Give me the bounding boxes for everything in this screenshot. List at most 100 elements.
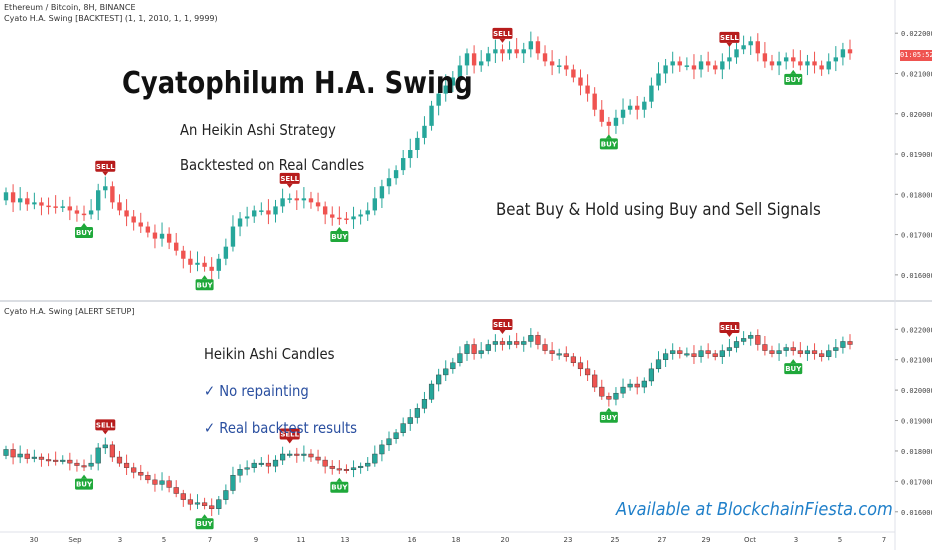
- candle-body: [599, 109, 604, 122]
- candle-body: [528, 41, 534, 50]
- candle-body: [259, 210, 264, 212]
- overlay-title: Cyatophilum H.A. Swing: [122, 66, 473, 101]
- candle-body: [287, 198, 292, 200]
- candle-body: [209, 505, 215, 509]
- backtest-indicator-label[interactable]: Cyato H.A. Swing [BACKTEST] (1, 1, 2010,…: [4, 14, 218, 23]
- buy-signal-pointer: [81, 222, 88, 227]
- candle-body: [507, 49, 512, 54]
- candle-body: [131, 216, 136, 223]
- sell-signal-label: SELL: [280, 431, 299, 439]
- candle-body: [152, 232, 158, 239]
- candle-body: [819, 353, 825, 357]
- candle-body: [3, 192, 9, 201]
- x-tick-label: 3: [794, 536, 798, 544]
- candle-body: [372, 198, 378, 211]
- candle-body: [88, 210, 94, 215]
- y-tick-label-bottom: 0.017000: [901, 478, 932, 486]
- candle-body: [53, 206, 58, 208]
- candle-body: [833, 57, 839, 62]
- buy-signal-pointer: [81, 474, 88, 479]
- candle-body: [322, 459, 328, 467]
- candle-body: [549, 350, 555, 354]
- candle-body: [606, 396, 612, 400]
- candle-body: [422, 125, 427, 138]
- candle-body: [727, 57, 732, 62]
- candle-body: [471, 53, 477, 66]
- x-tick-label: 20: [501, 536, 510, 544]
- candle-body: [698, 350, 704, 357]
- candle-body: [237, 218, 243, 227]
- sell-signal-pointer: [499, 38, 506, 43]
- candle-body: [457, 65, 463, 78]
- candle-body: [116, 456, 123, 464]
- x-tick-label: 18: [452, 536, 461, 544]
- candle-body: [45, 459, 52, 462]
- candle-body: [634, 383, 640, 388]
- candle-body: [407, 417, 413, 424]
- candle-body: [627, 383, 633, 388]
- candle-body: [748, 41, 753, 46]
- candle-body: [400, 158, 406, 171]
- candle-body: [294, 198, 299, 201]
- x-tick-label: 3: [118, 536, 122, 544]
- candle-body: [713, 65, 718, 70]
- candle-body: [60, 459, 66, 462]
- candle-body: [500, 49, 505, 54]
- candle-body: [31, 456, 37, 459]
- symbol-title: Ethereum / Bitcoin, 8H, BINANCE: [4, 3, 136, 12]
- buy-signal-label: BUY: [197, 520, 214, 528]
- candle-body: [209, 266, 214, 271]
- candle-body: [762, 53, 768, 62]
- sell-signal-pointer: [726, 333, 733, 338]
- buy-signal-pointer: [605, 407, 612, 412]
- candle-body: [386, 438, 392, 446]
- sell-signal-label: SELL: [720, 34, 739, 42]
- sell-signal-badge: [719, 322, 740, 334]
- candle-body: [535, 335, 541, 345]
- sell-signal-badge: [279, 172, 300, 184]
- candle-body: [564, 65, 569, 70]
- candle-body: [584, 368, 591, 376]
- candle-body: [811, 350, 818, 354]
- candle-body: [755, 335, 761, 345]
- candle-body: [308, 198, 314, 203]
- candle-body: [223, 246, 229, 259]
- candle-body: [74, 210, 80, 214]
- candle-body: [152, 479, 158, 485]
- candle-body: [337, 217, 342, 220]
- candle-body: [301, 453, 307, 456]
- candle-body: [174, 242, 179, 251]
- candle-body: [733, 341, 740, 348]
- candle-body: [741, 45, 746, 50]
- buy-signal-pointer: [605, 134, 612, 139]
- sell-signal-badge: [95, 419, 116, 431]
- buy-signal-badge: [75, 478, 94, 490]
- candle-body: [464, 344, 470, 354]
- candle-body: [294, 453, 300, 456]
- buy-signal-label: BUY: [76, 481, 93, 489]
- alert-indicator-label[interactable]: Cyato H.A. Swing [ALERT SETUP]: [4, 307, 135, 316]
- candle-body: [620, 109, 626, 118]
- x-tick-label: 25: [611, 536, 620, 544]
- sell-signal-badge: [95, 160, 116, 172]
- candle-body: [443, 85, 448, 94]
- candle-body: [117, 202, 122, 211]
- candle-body: [46, 205, 51, 208]
- y-tick-label-bottom: 0.016000: [901, 509, 932, 517]
- candle-body: [308, 453, 314, 458]
- candle-body: [244, 467, 250, 470]
- candle-body: [24, 453, 30, 459]
- candle-body: [96, 190, 101, 211]
- candle-body: [421, 399, 428, 409]
- candle-body: [408, 150, 413, 159]
- candle-body: [535, 41, 541, 54]
- candle-body: [464, 53, 470, 66]
- x-tick-label: 30: [30, 536, 39, 544]
- candle-body: [620, 386, 626, 394]
- candle-body: [428, 383, 435, 400]
- candle-body: [726, 347, 733, 351]
- candle-body: [798, 61, 803, 66]
- candle-body: [3, 449, 9, 456]
- candle-body: [252, 210, 257, 217]
